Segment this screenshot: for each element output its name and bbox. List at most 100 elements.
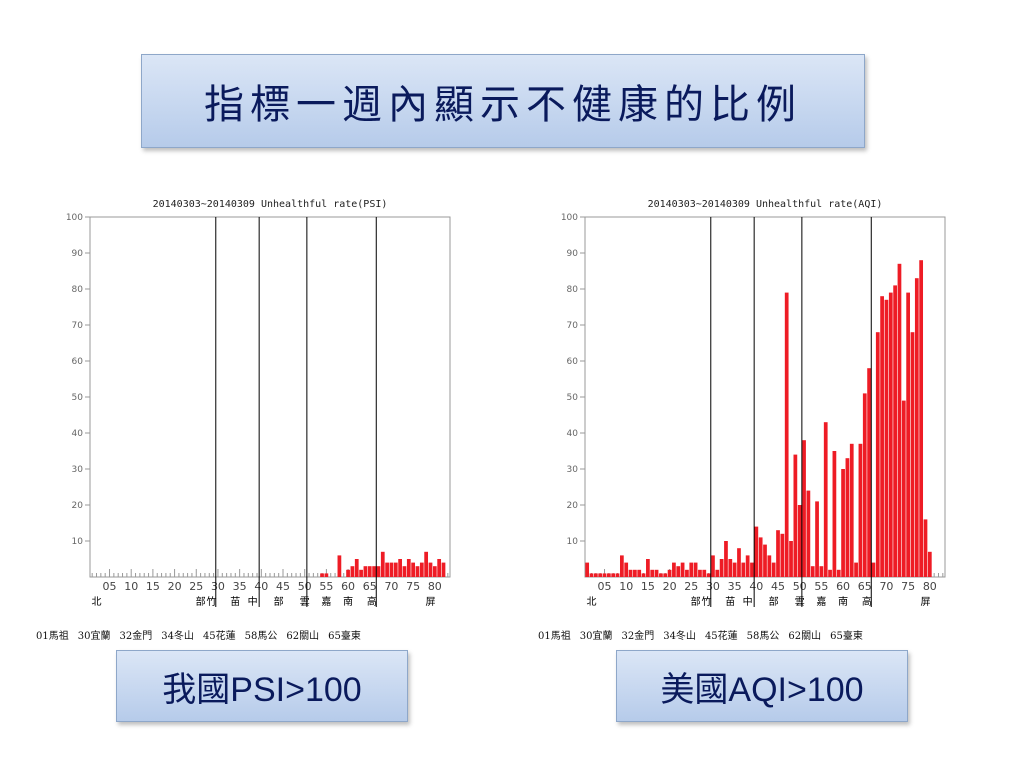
- data-bar: [780, 533, 785, 577]
- data-bar: [732, 562, 737, 577]
- region-label: 雲: [300, 596, 310, 608]
- x-tick-label: 15: [146, 580, 160, 593]
- data-bar: [602, 573, 607, 577]
- slide-title: 指標一週內顯示不健康的比例: [204, 82, 802, 128]
- region-label: 嘉: [321, 595, 331, 608]
- data-bar: [376, 566, 381, 577]
- x-tick-label: 20: [663, 580, 677, 593]
- data-bar: [754, 526, 759, 577]
- y-tick-label: 10: [567, 537, 579, 547]
- y-tick-label: 30: [72, 465, 84, 475]
- x-tick-label: 50: [298, 580, 312, 593]
- station-label: 30宜蘭: [77, 631, 111, 642]
- data-bar: [711, 555, 715, 577]
- region-label: 南: [838, 595, 848, 608]
- data-bar: [763, 544, 767, 577]
- x-tick-label: 35: [728, 580, 742, 593]
- data-bar: [919, 260, 924, 577]
- y-tick-label: 70: [567, 321, 579, 331]
- data-bar: [406, 559, 411, 577]
- x-tick-label: 60: [836, 580, 850, 593]
- station-label: 65臺東: [328, 631, 361, 642]
- station-label: 32金門: [119, 631, 153, 642]
- data-bar: [606, 573, 611, 577]
- region-label: 部: [769, 595, 779, 608]
- x-tick-label: 25: [189, 580, 203, 593]
- data-bar: [437, 559, 442, 577]
- region-label: 嘉: [816, 595, 826, 608]
- region-label: 中: [248, 595, 258, 608]
- x-tick-label: 30: [706, 580, 720, 593]
- data-bar: [593, 573, 598, 577]
- chart-title: 20140303~20140309 Unhealthful rate(AQI): [648, 199, 883, 210]
- station-label: 32金門: [621, 631, 655, 642]
- data-bar: [828, 569, 832, 577]
- y-tick-label: 80: [72, 285, 84, 295]
- aqi-chart: 20140303~20140309 Unhealthful rate(AQI) 1…: [561, 199, 946, 608]
- region-label: 竹: [701, 595, 711, 608]
- data-bar: [789, 541, 793, 577]
- data-bar: [363, 566, 368, 577]
- y-tick-label: 20: [72, 501, 84, 511]
- station-label: 58馬公: [244, 631, 278, 642]
- station-label: 58馬公: [746, 631, 780, 642]
- x-tick-label: 20: [168, 580, 182, 593]
- y-tick-label: 40: [567, 429, 579, 439]
- data-bar: [585, 562, 590, 577]
- data-bar: [398, 559, 402, 577]
- aqi-caption: 美國AQI>100: [660, 670, 864, 709]
- x-tick-label: 75: [406, 580, 420, 593]
- y-tick-label: 30: [567, 465, 579, 475]
- data-bar: [680, 562, 685, 577]
- data-bar: [389, 562, 394, 577]
- x-tick-label: 45: [276, 580, 290, 593]
- data-bar: [845, 458, 850, 577]
- aqi-station-list: 01馬祖 30宜蘭 32金門 34冬山 45花蓮 58馬公 62關山 65臺東: [538, 627, 872, 643]
- y-tick-label: 40: [72, 429, 84, 439]
- region-label: 部: [691, 595, 701, 608]
- station-label: 45花蓮: [704, 631, 738, 642]
- data-bar: [719, 559, 724, 577]
- station-label: 34冬山: [663, 631, 696, 642]
- y-tick-label: 10: [72, 537, 84, 547]
- x-tick-label: 10: [619, 580, 633, 593]
- data-bar: [402, 566, 407, 577]
- data-bar: [871, 562, 876, 577]
- y-tick-label: 50: [72, 393, 84, 403]
- data-bar: [793, 454, 798, 577]
- psi-caption: 我國PSI>100: [162, 670, 362, 709]
- data-bar: [698, 569, 702, 577]
- x-tick-label: 60: [341, 580, 355, 593]
- station-label: 30宜蘭: [579, 631, 613, 642]
- region-label: 北: [92, 596, 102, 608]
- y-tick-label: 90: [567, 249, 579, 259]
- x-tick-label: 45: [771, 580, 785, 593]
- region-label: 屏: [920, 596, 930, 608]
- data-bar: [428, 562, 433, 577]
- data-bar: [849, 443, 854, 577]
- data-bar: [806, 490, 811, 577]
- data-bar: [424, 551, 429, 577]
- data-bar: [832, 451, 837, 577]
- data-bar: [771, 562, 776, 577]
- data-bar: [441, 562, 446, 577]
- x-tick-label: 30: [211, 580, 225, 593]
- data-bar: [767, 555, 772, 577]
- data-bar: [324, 573, 329, 577]
- region-label: 中: [743, 595, 753, 608]
- data-bar: [385, 562, 389, 577]
- data-bar: [906, 292, 911, 577]
- data-bar: [411, 562, 416, 577]
- region-label: 苗: [230, 596, 240, 608]
- station-label: 01馬祖: [538, 631, 571, 642]
- data-bar: [663, 573, 668, 577]
- data-bar: [654, 569, 659, 577]
- station-label: 65臺東: [830, 631, 863, 642]
- data-bar: [676, 566, 681, 577]
- data-bar: [598, 573, 603, 577]
- data-bar: [880, 296, 884, 577]
- region-label: 高: [862, 595, 872, 608]
- data-bar: [359, 569, 363, 577]
- x-tick-label: 50: [793, 580, 807, 593]
- data-bar: [672, 562, 676, 577]
